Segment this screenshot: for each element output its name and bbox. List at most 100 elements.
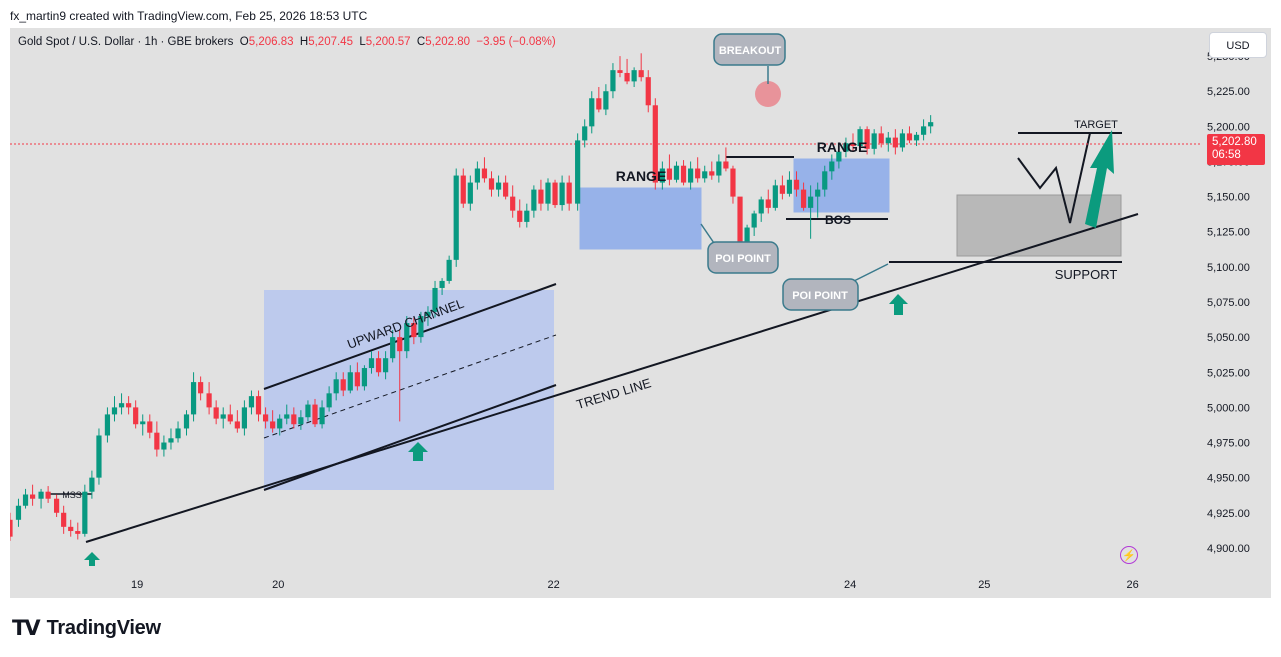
lightning-icon[interactable]: ⚡	[1120, 546, 1138, 564]
candle[interactable]	[319, 400, 325, 429]
candle[interactable]	[673, 161, 680, 183]
candle[interactable]	[765, 189, 771, 214]
candle[interactable]	[751, 210, 757, 236]
candle[interactable]	[446, 255, 452, 284]
candle[interactable]	[255, 390, 262, 422]
candle[interactable]	[241, 400, 247, 436]
candle[interactable]	[589, 91, 595, 134]
candle[interactable]	[524, 203, 530, 228]
candle[interactable]	[603, 84, 609, 116]
candle[interactable]	[723, 147, 729, 172]
candle[interactable]	[198, 376, 204, 401]
candle[interactable]	[624, 58, 630, 85]
candle[interactable]	[404, 316, 410, 359]
candle[interactable]	[843, 137, 849, 158]
candle[interactable]	[15, 498, 22, 527]
channel-mid-line[interactable]	[263, 334, 557, 439]
candle[interactable]	[168, 428, 174, 450]
candle[interactable]	[234, 410, 240, 433]
candle[interactable]	[277, 414, 283, 436]
candle[interactable]	[850, 133, 856, 152]
candle[interactable]	[291, 407, 297, 429]
candle[interactable]	[53, 494, 60, 517]
candle[interactable]	[154, 421, 160, 457]
candle[interactable]	[183, 410, 190, 436]
candle[interactable]	[68, 519, 74, 537]
candle[interactable]	[559, 175, 565, 211]
candle[interactable]	[467, 175, 473, 211]
candle[interactable]	[779, 175, 785, 200]
candle[interactable]	[375, 351, 382, 377]
trend-line[interactable]	[85, 213, 1139, 543]
candle[interactable]	[822, 165, 828, 197]
channel-lower-line[interactable]	[263, 384, 557, 491]
candle[interactable]	[638, 53, 644, 82]
candle[interactable]	[213, 400, 219, 425]
candle[interactable]	[333, 372, 339, 401]
candle[interactable]	[411, 317, 417, 345]
candle[interactable]	[652, 98, 658, 190]
candle[interactable]	[354, 362, 360, 391]
candle[interactable]	[326, 386, 332, 412]
candle[interactable]	[453, 168, 459, 267]
candle[interactable]	[38, 488, 44, 509]
candle[interactable]	[118, 393, 125, 415]
candle[interactable]	[899, 129, 906, 152]
candle[interactable]	[913, 131, 920, 147]
candle[interactable]	[481, 157, 488, 183]
candle[interactable]	[104, 407, 111, 443]
candle[interactable]	[284, 404, 290, 425]
candle[interactable]	[248, 390, 255, 415]
candle[interactable]	[695, 157, 701, 183]
candle[interactable]	[892, 129, 898, 155]
candle[interactable]	[800, 182, 807, 211]
candle[interactable]	[305, 400, 311, 422]
candle[interactable]	[617, 56, 623, 78]
candle[interactable]	[361, 365, 368, 391]
candle[interactable]	[61, 505, 67, 534]
candle[interactable]	[10, 512, 13, 541]
candle[interactable]	[22, 488, 29, 509]
candle[interactable]	[786, 171, 793, 197]
candle[interactable]	[538, 179, 544, 211]
candle[interactable]	[161, 435, 167, 457]
candle[interactable]	[836, 143, 842, 169]
candle[interactable]	[772, 179, 778, 211]
candle[interactable]	[864, 126, 870, 155]
candle[interactable]	[383, 351, 389, 380]
candle[interactable]	[582, 119, 588, 148]
candle[interactable]	[147, 414, 153, 439]
candle[interactable]	[702, 165, 708, 183]
candle[interactable]	[488, 171, 495, 197]
candle[interactable]	[610, 63, 616, 99]
candle[interactable]	[190, 372, 197, 422]
candle[interactable]	[220, 407, 226, 429]
chart-frame[interactable]: 4,900.00 4,925.00 4,950.00 4,975.00 5,000.00…	[10, 28, 1271, 598]
candle[interactable]	[531, 185, 537, 218]
candle[interactable]	[552, 179, 558, 208]
candle[interactable]	[928, 115, 934, 134]
candle[interactable]	[439, 278, 445, 295]
candle[interactable]	[808, 185, 814, 239]
candle[interactable]	[659, 161, 665, 190]
candle[interactable]	[503, 175, 509, 200]
candle[interactable]	[906, 126, 913, 144]
candle[interactable]	[474, 161, 480, 190]
candle[interactable]	[133, 400, 139, 429]
candle[interactable]	[45, 486, 51, 503]
candle[interactable]	[347, 365, 353, 394]
candle[interactable]	[312, 398, 318, 428]
candle[interactable]	[262, 407, 269, 429]
candle[interactable]	[270, 410, 276, 433]
candle[interactable]	[793, 171, 800, 197]
candle[interactable]	[596, 87, 602, 113]
candle[interactable]	[368, 351, 375, 374]
candle[interactable]	[89, 470, 95, 499]
candle[interactable]	[666, 154, 673, 186]
candle[interactable]	[111, 396, 118, 422]
candle[interactable]	[432, 280, 438, 318]
candle[interactable]	[425, 306, 431, 326]
candle[interactable]	[495, 175, 502, 197]
candle[interactable]	[566, 175, 572, 211]
candle[interactable]	[716, 154, 722, 183]
